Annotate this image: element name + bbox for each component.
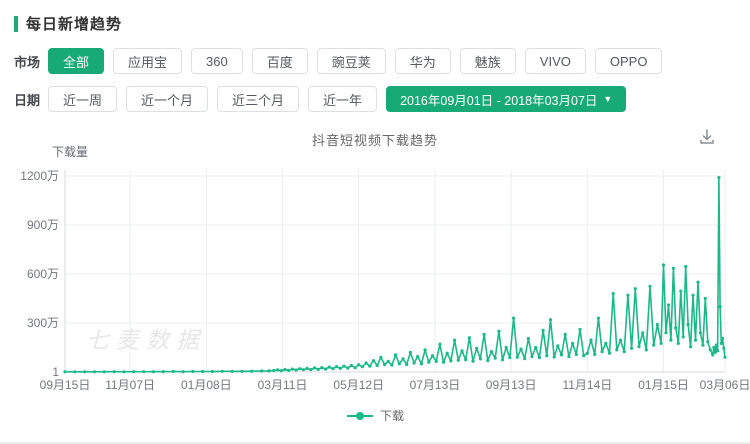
legend-download[interactable]: 下载: [0, 407, 750, 424]
date-filter-row: 日期 近一周 近一个月 近三个月 近一年 2016年09月01日 - 2018年03月…: [14, 86, 635, 112]
x-tick-label: 03月06日: [700, 378, 750, 392]
market-option-2[interactable]: 360: [191, 48, 243, 74]
x-tick-label: 01月08日: [181, 378, 232, 392]
y-tick-label: 1: [52, 365, 59, 379]
market-filter-row: 市场 全部 应用宝 360 百度 豌豆荚 华为 魅族 VIVO OPPO: [14, 48, 671, 74]
date-option-group: 近一周 近一个月 近三个月 近一年: [48, 86, 386, 112]
x-tick-label: 01月15日: [638, 378, 689, 392]
market-row-label: 市场: [14, 54, 41, 70]
market-option-6[interactable]: 魅族: [459, 48, 516, 74]
caret-down-icon: ▼: [603, 94, 613, 104]
market-option-8[interactable]: OPPO: [594, 48, 663, 74]
x-tick-label: 11月14日: [562, 378, 612, 392]
x-tick-label: 05月12日: [333, 378, 384, 392]
x-tick-label: 09月13日: [486, 378, 537, 392]
market-option-5[interactable]: 华为: [394, 48, 451, 74]
y-tick-label: 600万: [27, 267, 59, 281]
market-option-3[interactable]: 百度: [251, 48, 308, 74]
x-tick-label: 07月13日: [410, 378, 461, 392]
date-option-2[interactable]: 近三个月: [217, 86, 300, 112]
section-title: 每日新增趋势: [26, 16, 123, 33]
y-axis-title: 下载量: [52, 145, 88, 159]
x-tick-label: 11月07日: [105, 378, 155, 392]
date-option-3[interactable]: 近一年: [308, 86, 378, 112]
y-tick-label: 900万: [27, 218, 59, 232]
legend-label: 下载: [379, 409, 404, 423]
date-range-button[interactable]: 2016年09月01日 - 2018年03月07日 ▼: [386, 86, 627, 112]
market-option-0[interactable]: 全部: [48, 48, 105, 74]
market-option-group: 全部 应用宝 360 百度 豌豆荚 华为 魅族 VIVO OPPO: [48, 48, 671, 74]
chart-title: 抖音短视频下载趋势: [311, 133, 438, 148]
section-header: 每日新增趋势: [14, 13, 122, 34]
date-row-label: 日期: [14, 92, 41, 108]
market-option-1[interactable]: 应用宝: [113, 48, 183, 74]
legend-line-icon: [346, 411, 373, 420]
date-option-0[interactable]: 近一周: [48, 86, 118, 112]
market-option-7[interactable]: VIVO: [524, 48, 586, 74]
plot-area[interactable]: [65, 170, 725, 372]
date-range-text: 2016年09月01日 - 2018年03月07日: [400, 93, 598, 108]
date-option-1[interactable]: 近一个月: [126, 86, 209, 112]
y-tick-label: 1200万: [20, 169, 59, 183]
download-icon[interactable]: [694, 124, 720, 150]
x-tick-label: 03月11日: [258, 378, 308, 392]
market-option-4[interactable]: 豌豆荚: [316, 48, 386, 74]
y-tick-label: 300万: [27, 316, 59, 330]
accent-bar: [14, 15, 18, 32]
x-tick-label: 09月15日: [40, 378, 91, 392]
